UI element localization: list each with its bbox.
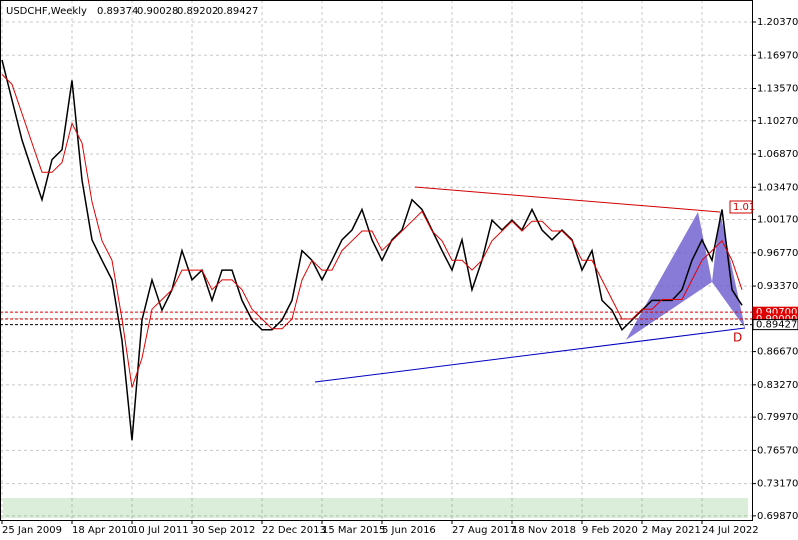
- y-tick-label: 1.00170: [757, 215, 798, 226]
- x-tick-label: 25 Jan 2009: [2, 525, 62, 536]
- price-label: 0.90700: [756, 307, 797, 318]
- price-line: [1, 74, 743, 388]
- x-tick-label: 30 Sep 2012: [192, 525, 255, 536]
- y-tick-label: 0.69870: [757, 511, 798, 522]
- y-tick-label: 0.96770: [757, 248, 798, 259]
- price-label-box: [752, 319, 798, 331]
- quote-low: 0.89202: [177, 6, 218, 17]
- quote-open: 0.89374: [97, 6, 138, 17]
- x-tick-label: 5 Jun 2016: [382, 525, 436, 536]
- y-tick-label: 0.76570: [757, 445, 798, 456]
- y-tick-label: 1.20370: [757, 17, 798, 28]
- x-tick-label: 10 Jul 2011: [132, 525, 189, 536]
- annotation-box: [729, 200, 753, 214]
- price-line: [1, 59, 743, 441]
- quote-high: 0.90028: [137, 6, 178, 17]
- annotation: 1.01: [733, 202, 755, 213]
- support-line: [314, 327, 746, 383]
- y-tick-label: 1.03470: [757, 182, 798, 193]
- x-tick-label: 22 Dec 2013: [262, 525, 326, 536]
- resistance-line: [414, 186, 721, 213]
- y-tick-label: 0.73170: [757, 479, 798, 490]
- plot-frame: [0, 0, 753, 521]
- pattern-bcd: [712, 212, 745, 328]
- chart-title: USDCHF,Weekly: [6, 6, 87, 17]
- x-tick-label: 9 Feb 2020: [582, 525, 638, 536]
- x-tick-label: 27 Aug 2017: [452, 525, 516, 536]
- x-tick-label: 15 Mar 2015: [322, 525, 385, 536]
- x-tick-label: 18 Nov 2018: [512, 525, 576, 536]
- y-tick-label: 1.10270: [757, 116, 798, 127]
- x-tick-label: 2 May 2021: [642, 525, 701, 536]
- y-tick-label: 1.16970: [757, 50, 798, 61]
- quote-close: 0.89427: [217, 6, 258, 17]
- annotation: D: [733, 331, 742, 345]
- y-tick-label: 0.83270: [757, 380, 798, 391]
- x-tick-label: 24 Jul 2022: [702, 525, 759, 536]
- y-tick-label: 1.06870: [757, 149, 798, 160]
- y-tick-label: 1.13570: [757, 84, 798, 95]
- volume-band: [3, 498, 748, 518]
- pattern-xab: [626, 212, 712, 340]
- y-tick-label: 0.93370: [757, 281, 798, 292]
- y-tick-label: 0.86670: [757, 347, 798, 358]
- plot: [0, 59, 752, 441]
- x-tick-label: 18 Apr 2010: [72, 525, 134, 536]
- y-tick-label: 0.79970: [757, 412, 798, 423]
- price-label: 0.89427: [756, 320, 797, 331]
